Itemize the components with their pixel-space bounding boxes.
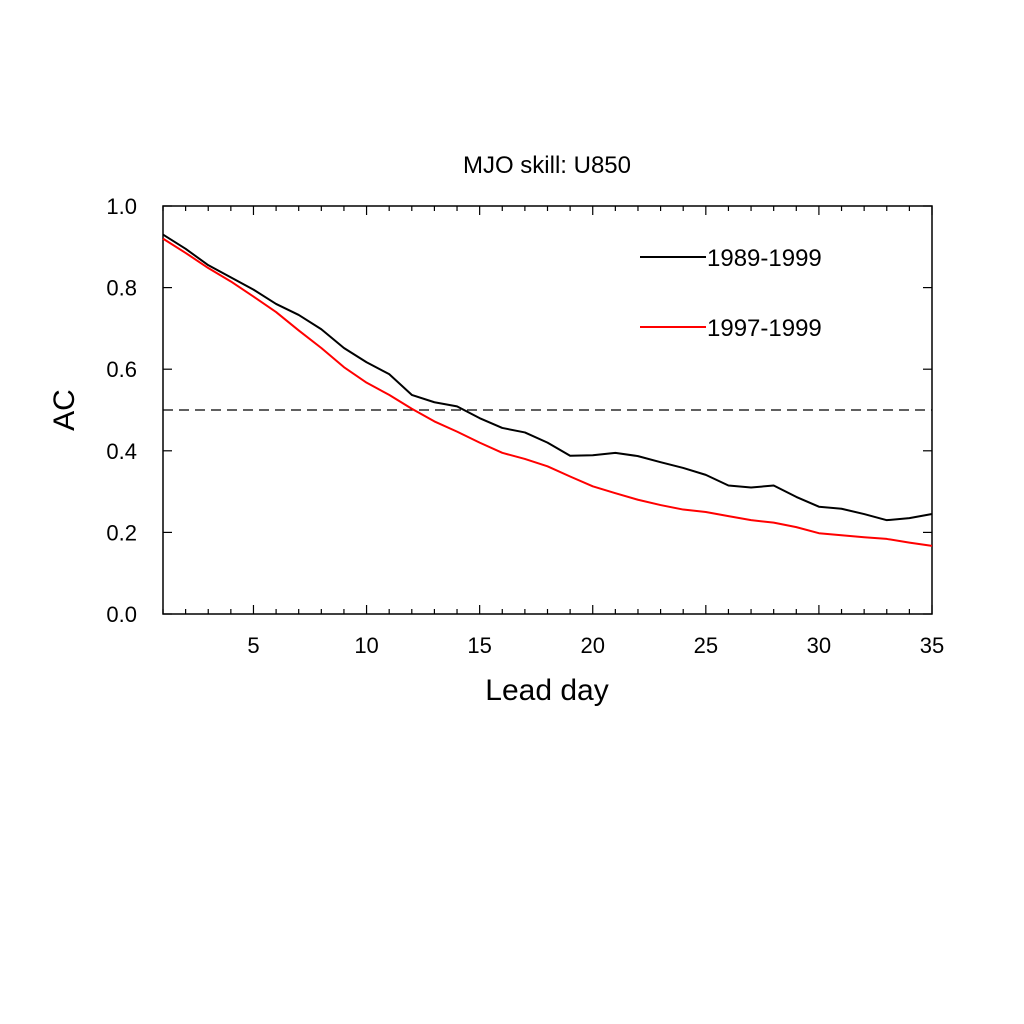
legend-label-1997-1999: 1997-1999 [707, 315, 822, 342]
x-tick-label: 30 [807, 633, 831, 658]
y-tick-label: 0.6 [106, 357, 137, 382]
y-tick-labels: 0.0 0.2 0.4 0.6 0.8 1.0 [106, 194, 137, 627]
series-line-1989-1999 [162, 233, 933, 522]
x-tick-labels: 5 10 15 20 25 30 35 [247, 633, 944, 658]
y-tick-label: 0.8 [106, 276, 137, 301]
x-tick-label: 5 [247, 633, 259, 658]
y-tick-label: 1.0 [106, 194, 137, 219]
y-tick-label: 0.0 [106, 602, 137, 627]
series-group [162, 233, 933, 547]
chart-title: MJO skill: U850 [463, 152, 631, 179]
y-tick-label: 0.4 [106, 439, 137, 464]
legend: 1989-1999 1997-1999 [640, 245, 822, 342]
x-tick-label: 35 [920, 633, 944, 658]
x-axis-label: Lead day [485, 674, 608, 707]
x-tick-label: 15 [467, 633, 491, 658]
y-ticks [163, 205, 932, 615]
y-tick-label: 0.2 [106, 520, 137, 545]
y-axis-label: AC [48, 389, 81, 431]
series-line-1997-1999 [162, 237, 933, 547]
x-ticks [162, 206, 933, 614]
x-tick-label: 10 [354, 633, 378, 658]
plot-area [162, 205, 933, 615]
x-tick-label: 25 [694, 633, 718, 658]
legend-label-1989-1999: 1989-1999 [707, 245, 822, 272]
x-tick-label: 20 [580, 633, 604, 658]
